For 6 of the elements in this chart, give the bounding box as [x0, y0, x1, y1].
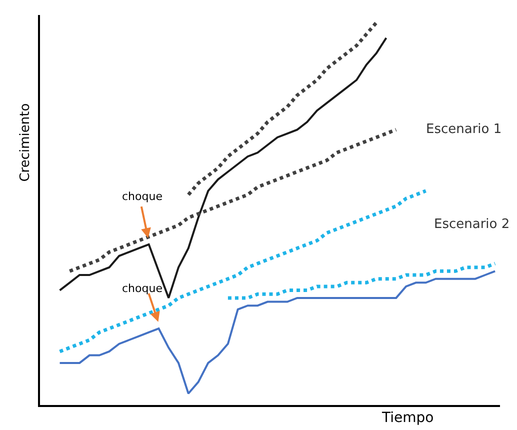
x-axis-title: Tiempo	[381, 410, 434, 426]
y-axis-title: Crecimiento	[18, 103, 34, 182]
text: Escenario 2	[434, 217, 510, 232]
text: Escenario 1	[426, 122, 502, 137]
annotation: choque	[122, 282, 163, 295]
annotation: choque	[122, 190, 163, 203]
